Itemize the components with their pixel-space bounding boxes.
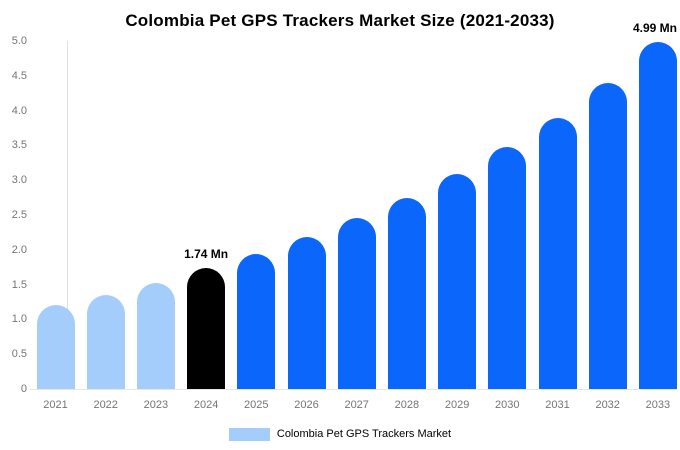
bar-2024[interactable] bbox=[187, 267, 226, 389]
legend-label: Colombia Pet GPS Trackers Market bbox=[276, 428, 452, 440]
x-axis-tick-label: 2024 bbox=[193, 399, 219, 411]
x-axis-tick-label: 2029 bbox=[444, 399, 470, 411]
bar-2025[interactable] bbox=[237, 253, 276, 389]
y-axis-tick-label: 2.0 bbox=[11, 243, 27, 256]
x-axis-tick-label: 2033 bbox=[645, 399, 671, 411]
y-axis-tick-label: 0 bbox=[20, 383, 27, 395]
y-axis-tick-label: 1.5 bbox=[11, 278, 27, 291]
y-axis-tick-label: 3.0 bbox=[11, 174, 27, 187]
bar-2027[interactable] bbox=[337, 218, 376, 389]
x-axis-tick-label: 2022 bbox=[93, 399, 118, 411]
value-annotation-2033: 4.99 Mn bbox=[632, 20, 678, 35]
x-axis-tick-label: 2026 bbox=[294, 399, 319, 411]
bar-2030[interactable] bbox=[488, 147, 527, 389]
legend-swatch bbox=[228, 427, 270, 441]
chart-title: Colombia Pet GPS Trackers Market Size (2… bbox=[125, 11, 555, 30]
y-axis-tick-label: 4.5 bbox=[11, 69, 27, 82]
y-axis-line bbox=[67, 41, 68, 389]
x-axis-tick-label: 2032 bbox=[595, 399, 620, 411]
y-axis-tick-label: 4.0 bbox=[11, 104, 27, 117]
y-axis-tick-label: 5.0 bbox=[11, 35, 27, 47]
x-axis-tick-label: 2023 bbox=[143, 399, 169, 411]
y-axis-tick-label: 3.5 bbox=[11, 139, 27, 152]
bar-2031[interactable] bbox=[538, 117, 577, 389]
bar-2033[interactable] bbox=[638, 41, 677, 389]
x-axis-tick-label: 2021 bbox=[43, 399, 68, 411]
x-baseline bbox=[30, 389, 677, 390]
bar-2022[interactable] bbox=[86, 295, 125, 389]
y-axis-tick-label: 0.5 bbox=[11, 348, 27, 361]
bar-2023[interactable] bbox=[136, 282, 175, 389]
bar-2029[interactable] bbox=[438, 173, 477, 389]
bar-2028[interactable] bbox=[387, 197, 426, 389]
x-axis-tick-label: 2025 bbox=[244, 399, 269, 411]
bar-2032[interactable] bbox=[588, 83, 627, 389]
x-axis-tick-label: 2030 bbox=[495, 399, 520, 411]
y-axis-tick-label: 1.0 bbox=[11, 313, 27, 326]
y-axis-tick-label: 2.5 bbox=[11, 209, 27, 221]
x-axis-tick-label: 2027 bbox=[344, 399, 369, 411]
legend[interactable]: Colombia Pet GPS Trackers Market bbox=[0, 426, 680, 442]
x-axis-tick-label: 2031 bbox=[545, 399, 570, 411]
x-axis-tick-label: 2028 bbox=[394, 399, 420, 411]
value-annotation-2024: 1.74 Mn bbox=[184, 246, 229, 261]
bar-2026[interactable] bbox=[287, 237, 326, 389]
bar-2021[interactable] bbox=[36, 305, 75, 389]
